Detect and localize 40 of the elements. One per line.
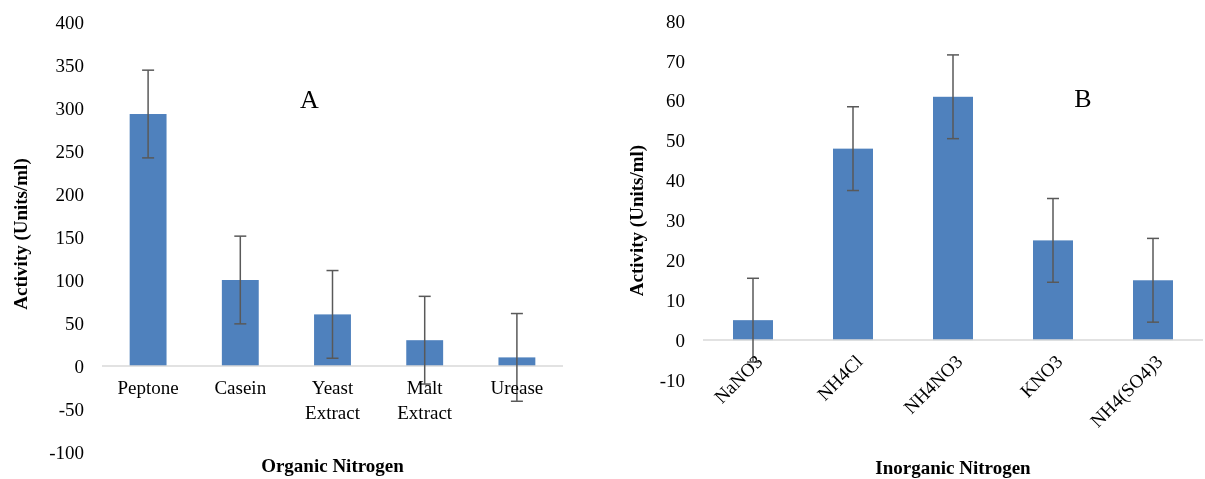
y-tick-label: 30 bbox=[666, 210, 685, 232]
bar bbox=[406, 340, 444, 366]
y-tick-label: 40 bbox=[666, 170, 685, 192]
x-tick-label: Malt Extract bbox=[397, 377, 453, 423]
y-tick-label: 400 bbox=[55, 11, 84, 33]
y-tick-label: 0 bbox=[74, 355, 84, 377]
bar bbox=[314, 314, 351, 366]
x-tick-label: Peptone bbox=[117, 377, 179, 398]
y-tick-label: 200 bbox=[55, 183, 84, 205]
bar bbox=[1133, 280, 1173, 341]
x-tick-label: Yeast Extract bbox=[305, 377, 361, 423]
bar bbox=[833, 148, 873, 341]
annotation: A bbox=[300, 85, 320, 114]
y-tick-label: 80 bbox=[666, 10, 685, 32]
y-tick-label: 60 bbox=[666, 90, 685, 112]
y-tick-label: 0 bbox=[675, 329, 685, 351]
y-axis-title: Activity (Units/ml) bbox=[625, 144, 648, 297]
x-axis-title: Organic Nitrogen bbox=[261, 455, 405, 476]
y-tick-label: 10 bbox=[666, 289, 685, 311]
y-tick-label: 250 bbox=[55, 140, 84, 162]
y-tick-label: 100 bbox=[55, 269, 84, 291]
bar bbox=[933, 96, 973, 341]
y-tick-label: 20 bbox=[666, 249, 685, 271]
bar bbox=[733, 320, 773, 341]
y-tick-label: 50 bbox=[666, 130, 685, 152]
bar bbox=[221, 280, 259, 366]
y-tick-label: 150 bbox=[55, 226, 84, 248]
y-tick-label: 70 bbox=[666, 50, 685, 72]
annotation: B bbox=[1074, 84, 1092, 114]
x-tick-label: Casein bbox=[214, 377, 267, 398]
x-axis-title: Inorganic Nitrogen bbox=[875, 457, 1032, 478]
y-axis-title: Activity (Units/ml) bbox=[9, 158, 32, 310]
y-tick-label: 350 bbox=[55, 54, 84, 76]
y-tick-label: -50 bbox=[58, 398, 84, 420]
bar bbox=[1033, 240, 1073, 341]
y-tick-label: 300 bbox=[55, 97, 84, 119]
bar bbox=[129, 114, 167, 366]
y-tick-label: -100 bbox=[49, 441, 84, 463]
y-tick-label: 50 bbox=[65, 312, 84, 334]
y-tick-label: -10 bbox=[659, 369, 685, 391]
